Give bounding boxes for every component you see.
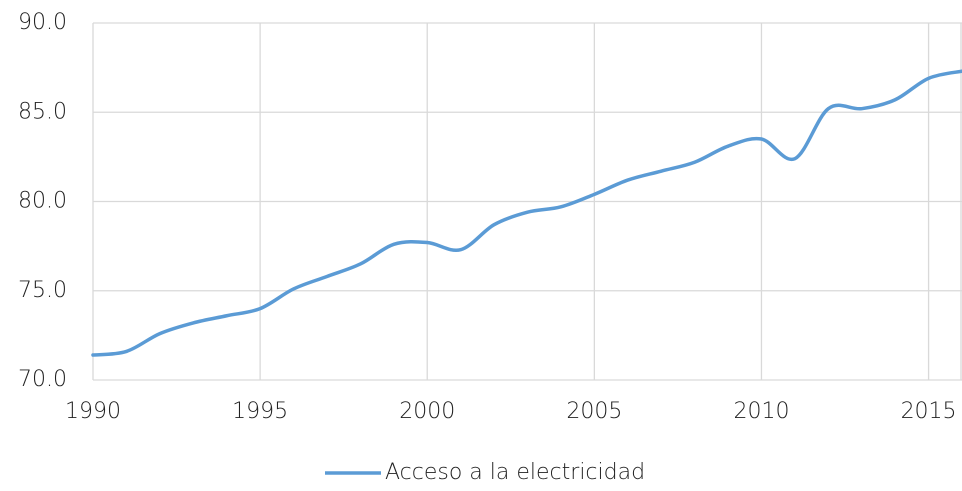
y-tick-label: 80.0 — [18, 189, 67, 214]
x-tick-label: 2015 — [901, 399, 957, 424]
x-tick-label: 1990 — [65, 399, 121, 424]
line-series — [91, 69, 962, 357]
x-tick-label: 2010 — [733, 399, 789, 424]
y-tick-label: 85.0 — [18, 99, 67, 124]
y-tick-label: 70.0 — [18, 367, 67, 392]
legend-label: Acceso a la electricidad — [385, 460, 645, 485]
x-tick-label: 2000 — [399, 399, 455, 424]
y-tick-label: 75.0 — [18, 278, 67, 303]
x-tick-label: 2005 — [566, 399, 622, 424]
y-tick-label: 90.0 — [18, 10, 67, 35]
x-tick-label: 1995 — [232, 399, 288, 424]
